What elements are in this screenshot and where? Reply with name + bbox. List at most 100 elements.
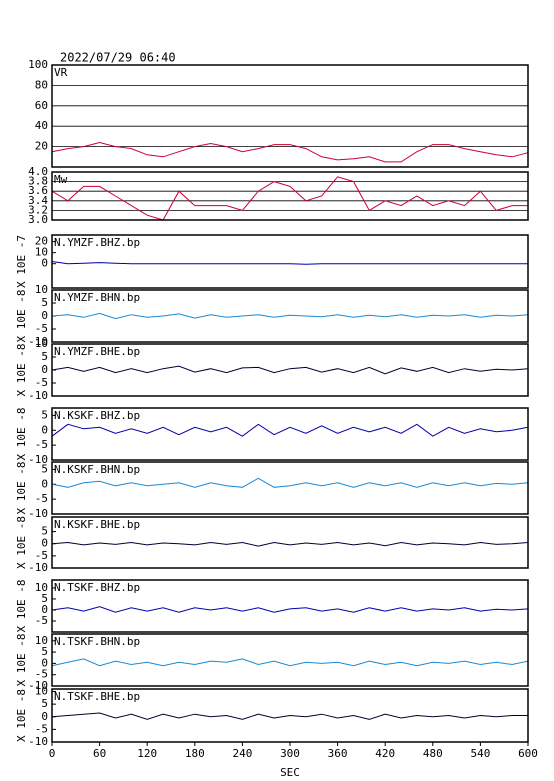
y-tick-label: 80 [35, 78, 48, 91]
y-tick-label: -5 [35, 722, 48, 735]
trace [51, 176, 528, 221]
y-tick-label: 0 [41, 603, 48, 616]
y-tick-label: 0 [41, 710, 48, 723]
y-tick-label: 0 [41, 363, 48, 376]
y-axis-label: X 10E -8 [15, 408, 28, 461]
y-tick-label: -5 [35, 614, 48, 627]
x-tick-label: 300 [280, 747, 300, 760]
trace [51, 712, 528, 720]
y-tick-label: 100 [28, 58, 48, 71]
panel-label: N.KSKF.BHZ.bp [54, 409, 140, 422]
y-tick-label: 10 [35, 246, 48, 259]
y-axis-label: X 10E -8 [15, 344, 28, 397]
y-axis-label: X 10E -8 [15, 634, 28, 687]
y-tick-label: -5 [35, 668, 48, 681]
y-tick-label: 20 [35, 235, 48, 248]
y-tick-label: -5 [35, 549, 48, 562]
panel-frame [51, 633, 529, 687]
panel-frame [51, 343, 529, 397]
y-axis-label: X 10E -8 [15, 462, 28, 515]
y-tick-label: -10 [28, 453, 48, 466]
y-tick-label: 5 [41, 525, 48, 538]
y-tick-label: 40 [35, 119, 48, 132]
y-tick-label: 0 [41, 309, 48, 322]
trace [51, 423, 529, 437]
y-tick-label: -10 [28, 507, 48, 520]
panel-frame [51, 234, 529, 289]
x-tick-label: 480 [423, 747, 443, 760]
y-tick-label: 5 [41, 462, 48, 475]
y-tick-label: 5 [41, 592, 48, 605]
y-tick-label: 5 [41, 408, 48, 421]
x-axis-label: SEC [280, 766, 300, 779]
y-tick-label: 20 [35, 140, 48, 153]
y-tick-label: 5 [41, 645, 48, 658]
panel-label: N.YMZF.BHN.bp [54, 291, 140, 304]
trace [51, 606, 529, 613]
panel-frame [51, 516, 529, 569]
panel-label: N.KSKF.BHE.bp [54, 518, 140, 531]
y-tick-label: -10 [28, 735, 48, 748]
y-tick-label: -5 [35, 322, 48, 335]
x-tick-label: 360 [328, 747, 348, 760]
y-tick-label: -5 [35, 438, 48, 451]
y-tick-label: -10 [28, 389, 48, 402]
panel-label: VR [54, 66, 68, 79]
y-axis-label: X 10E -8 [15, 516, 28, 569]
y-tick-label: 60 [35, 99, 48, 112]
x-tick-label: 540 [470, 747, 490, 760]
y-axis-label: X 10E -8 [15, 689, 28, 742]
panel-label: N.TSKF.BHZ.bp [54, 581, 140, 594]
trace [51, 261, 528, 265]
panel-frame [51, 289, 529, 343]
y-tick-label: 5 [41, 350, 48, 363]
panel-label: N.KSKF.BHN.bp [54, 463, 140, 476]
y-tick-label: 0 [41, 477, 48, 490]
panel-label: Mw [54, 173, 68, 186]
trace [51, 312, 529, 320]
panel-label: N.TSKF.BHN.bp [54, 635, 140, 648]
trace [51, 141, 529, 163]
y-tick-label: -10 [28, 335, 48, 348]
trace [51, 365, 529, 375]
y-axis-label: X 10E -8 [15, 290, 28, 343]
x-tick-label: 120 [137, 747, 157, 760]
y-tick-label: -5 [35, 376, 48, 389]
y-tick-label: 3.4 [28, 194, 48, 207]
panel-label: N.TSKF.BHE.bp [54, 690, 140, 703]
y-tick-label: 5 [41, 296, 48, 309]
x-tick-label: 60 [93, 747, 106, 760]
trace [51, 477, 529, 488]
y-axis-label: X 10E -7 [15, 235, 28, 288]
y-tick-label: 0 [41, 423, 48, 436]
y-tick-label: 3.6 [28, 184, 48, 197]
plot-title: 2022/07/29 06:40 [60, 51, 176, 65]
y-tick-label: 3.8 [28, 175, 48, 188]
y-tick-label: 3.2 [28, 203, 48, 216]
y-tick-label: 10 [35, 337, 48, 350]
x-tick-label: 600 [518, 747, 538, 760]
y-tick-label: 10 [35, 685, 48, 698]
y-tick-label: 3.0 [28, 213, 48, 226]
panel-label: N.YMZF.BHZ.bp [54, 236, 140, 249]
y-axis-label: X 10E -8 [15, 580, 28, 633]
y-tick-label: -10 [28, 679, 48, 692]
panel-frame [51, 579, 529, 633]
x-tick-label: 0 [49, 747, 56, 760]
y-tick-label: 4.0 [28, 165, 48, 178]
y-tick-label: 10 [35, 581, 48, 594]
y-tick-label: 10 [35, 283, 48, 296]
y-tick-label: -5 [35, 492, 48, 505]
y-tick-label: 10 [35, 634, 48, 647]
trace [51, 658, 529, 667]
panel-frame [51, 461, 529, 515]
panel-frame [51, 171, 529, 221]
y-tick-label: 0 [41, 537, 48, 550]
trace [51, 541, 529, 547]
x-tick-label: 420 [375, 747, 395, 760]
y-tick-label: 0 [41, 257, 48, 270]
x-tick-label: 240 [232, 747, 252, 760]
x-tick-label: 180 [185, 747, 205, 760]
panel-frame [51, 407, 529, 461]
